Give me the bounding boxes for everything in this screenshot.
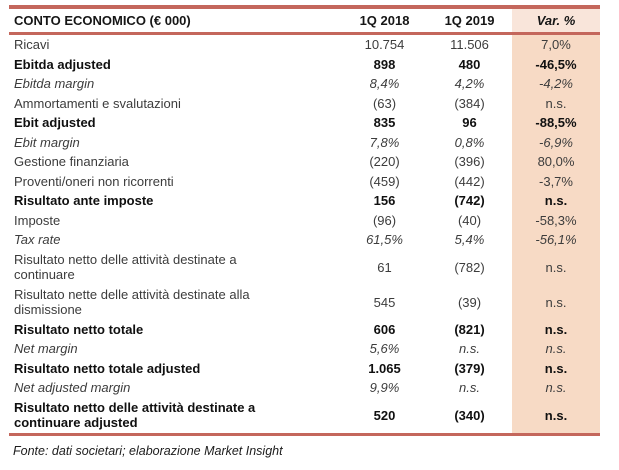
- row-value-1q2019: (340): [454, 407, 485, 423]
- table-header-row: CONTO ECONOMICO (€ 000) 1Q 2018 1Q 2019 …: [9, 9, 600, 35]
- row-label: Ricavi: [14, 37, 50, 52]
- row-value-var: -56,1%: [512, 230, 600, 250]
- table-row: Risultato netto delle attività destinate…: [9, 397, 600, 433]
- column-header-var: Var. %: [512, 9, 600, 32]
- row-value-1q2018: 7,8%: [369, 134, 400, 150]
- row-label: Gestione finanziaria: [14, 154, 129, 169]
- table-row: Ebit margin 7,8% 0,8% -6,9%: [9, 132, 600, 152]
- row-value-1q2019: (396): [454, 154, 485, 170]
- row-value-1q2018: 10.754: [364, 37, 405, 53]
- row-value-var: n.s.: [512, 339, 600, 359]
- row-value-1q2019: (40): [457, 212, 482, 228]
- row-value-1q2018: 1.065: [368, 360, 401, 376]
- row-value-1q2018: 61: [377, 259, 392, 275]
- row-value-var: -46,5%: [512, 54, 600, 74]
- row-value-1q2019: 11.506: [450, 37, 489, 53]
- table-body: Ricavi 10.754 11.506 7,0% Ebitda adjuste…: [9, 35, 600, 433]
- row-label: Imposte: [14, 212, 61, 228]
- row-value-1q2019: n.s.: [459, 341, 480, 357]
- row-value-1q2018: 520: [373, 407, 396, 423]
- row-label: Risultato netto delle attività destinate…: [14, 251, 237, 283]
- row-value-1q2018: 898: [373, 56, 396, 72]
- row-value-1q2018: (220): [369, 154, 400, 170]
- column-header-1q2019: 1Q 2019: [444, 13, 495, 28]
- row-label: Net margin: [14, 341, 78, 356]
- row-value-var: n.s.: [512, 397, 600, 433]
- table-row: Net margin 5,6% n.s. n.s.: [9, 339, 600, 359]
- table-row: Net adjusted margin 9,9% n.s. n.s.: [9, 378, 600, 398]
- table-row: Gestione finanziaria (220) (396) 80,0%: [9, 152, 600, 172]
- income-statement-table: CONTO ECONOMICO (€ 000) 1Q 2018 1Q 2019 …: [9, 5, 600, 436]
- table-row: Ebit adjusted 835 96 -88,5%: [9, 113, 600, 133]
- row-value-1q2019: 480: [458, 56, 481, 72]
- row-value-1q2019: 5,4%: [454, 232, 485, 248]
- row-value-1q2018: 545: [373, 294, 396, 310]
- table-row: Risultato netto totale 606 (821) n.s.: [9, 319, 600, 339]
- row-label: Risultato nette delle attività destinate…: [14, 286, 250, 318]
- row-value-var: n.s.: [512, 249, 600, 285]
- table-row: Ebitda margin 8,4% 4,2% -4,2%: [9, 74, 600, 94]
- row-value-var: -4,2%: [512, 74, 600, 94]
- row-label: Ebit adjusted: [14, 115, 96, 130]
- row-value-var: n.s.: [512, 284, 600, 320]
- table-row: Risultato ante imposte 156 (742) n.s.: [9, 191, 600, 211]
- row-value-var: n.s.: [512, 191, 600, 211]
- row-label: Risultato netto delle attività destinate…: [14, 399, 256, 431]
- row-value-1q2018: 606: [373, 321, 396, 337]
- row-value-var: -3,7%: [512, 171, 600, 191]
- row-value-1q2019: n.s.: [459, 380, 480, 396]
- row-value-var: 7,0%: [512, 35, 600, 55]
- row-value-1q2018: (96): [372, 212, 397, 228]
- row-value-1q2019: (384): [454, 95, 485, 111]
- table-row: Ammortamenti e svalutazioni (63) (384) n…: [9, 93, 600, 113]
- table-row: Ebitda adjusted 898 480 -46,5%: [9, 54, 600, 74]
- table-row: Risultato netto delle attività destinate…: [9, 249, 600, 285]
- row-value-var: -6,9%: [512, 132, 600, 152]
- row-value-1q2019: 96: [462, 115, 477, 131]
- row-value-1q2018: (459): [369, 173, 400, 189]
- row-value-1q2019: (742): [454, 193, 485, 209]
- row-value-1q2019: 4,2%: [454, 76, 485, 92]
- row-label: Proventi/oneri non ricorrenti: [14, 173, 174, 189]
- row-label: Risultato ante imposte: [14, 193, 154, 208]
- table-row: Ricavi 10.754 11.506 7,0%: [9, 35, 600, 55]
- row-value-1q2018: 156: [373, 193, 396, 209]
- column-header-1q2018: 1Q 2018: [359, 13, 410, 28]
- row-value-var: n.s.: [512, 93, 600, 113]
- row-value-1q2019: (442): [454, 173, 485, 189]
- row-value-1q2019: (782): [454, 259, 485, 275]
- row-value-var: -58,3%: [512, 210, 600, 230]
- row-label: Net adjusted margin: [14, 380, 131, 395]
- row-label: Ebitda adjusted: [14, 56, 111, 72]
- row-value-1q2019: (821): [454, 321, 485, 337]
- row-label: Tax rate: [14, 232, 61, 247]
- row-value-1q2019: (379): [454, 360, 485, 376]
- row-value-var: n.s.: [512, 358, 600, 378]
- row-value-1q2018: 5,6%: [369, 341, 400, 357]
- source-note: Fonte: dati societari; elaborazione Mark…: [13, 444, 283, 458]
- row-label: Ammortamenti e svalutazioni: [14, 95, 181, 111]
- table-row: Risultato nette delle attività destinate…: [9, 284, 600, 320]
- table-row: Tax rate 61,5% 5,4% -56,1%: [9, 230, 600, 250]
- row-value-var: 80,0%: [512, 152, 600, 172]
- row-label: Ebit margin: [14, 134, 80, 150]
- table-title: CONTO ECONOMICO (€ 000): [14, 12, 191, 28]
- row-label: Risultato netto totale: [14, 321, 144, 337]
- row-value-1q2018: 835: [373, 115, 396, 131]
- row-value-1q2018: 8,4%: [369, 76, 400, 92]
- table-row: Risultato netto totale adjusted 1.065 (3…: [9, 358, 600, 378]
- row-value-var: n.s.: [512, 378, 600, 398]
- table-row: Imposte (96) (40) -58,3%: [9, 210, 600, 230]
- row-value-1q2018: (63): [372, 95, 397, 111]
- row-value-var: n.s.: [512, 319, 600, 339]
- row-label: Risultato netto totale adjusted: [14, 360, 201, 376]
- row-value-1q2018: 61,5%: [366, 232, 403, 248]
- row-label: Ebitda margin: [14, 76, 95, 91]
- row-value-1q2019: (39): [457, 294, 482, 310]
- row-value-var: -88,5%: [512, 113, 600, 133]
- row-value-1q2018: 9,9%: [369, 380, 400, 396]
- table-row: Proventi/oneri non ricorrenti (459) (442…: [9, 171, 600, 191]
- row-value-1q2019: 0,8%: [454, 134, 485, 150]
